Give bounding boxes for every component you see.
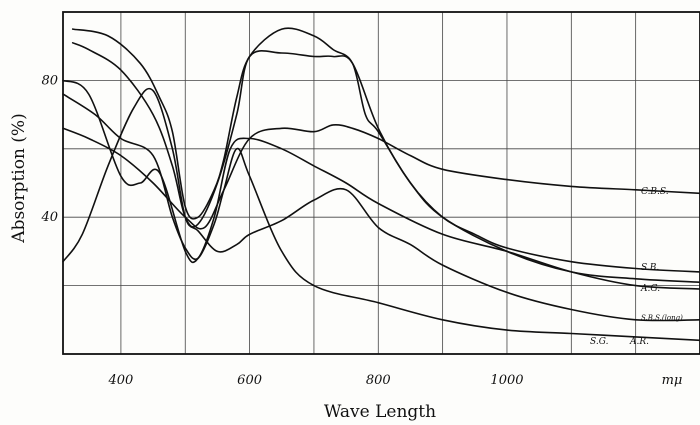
x-unit-label: mμ: [662, 373, 683, 388]
y-tick-label: 80: [41, 73, 58, 88]
series-label-sb: S.B.: [641, 263, 659, 273]
x-axis-label: Wave Length: [324, 402, 436, 422]
y-tick-label: 40: [40, 210, 58, 225]
x-tick-label: 800: [366, 373, 391, 388]
series-line-2: [71, 27, 700, 283]
series-label-sbs-long: S.B.S.(long): [641, 314, 683, 322]
series-label-ar: A.R.: [629, 337, 649, 347]
series-line-4: [62, 93, 700, 342]
series-line-0: [62, 123, 700, 230]
y-axis-label: Absorption (%): [9, 113, 29, 243]
series-label-sg: S.G.: [590, 337, 609, 347]
curves: [62, 27, 700, 342]
grid: [63, 12, 700, 354]
series-label-ag: A.G.: [640, 284, 660, 294]
x-tick-label: 1000: [490, 373, 523, 388]
x-tick-label: 600: [237, 373, 262, 388]
x-tick-labels: 400 600 800 1000: [107, 373, 523, 388]
y-tick-labels: 40 80: [40, 73, 58, 225]
series-label-cbs: C.B.S.: [641, 187, 669, 197]
series-line-1: [71, 42, 700, 273]
plot-frame: [62, 11, 700, 355]
series-line-3: [62, 79, 700, 290]
x-tick-label: 400: [107, 373, 133, 388]
series-line-5: [62, 87, 700, 322]
